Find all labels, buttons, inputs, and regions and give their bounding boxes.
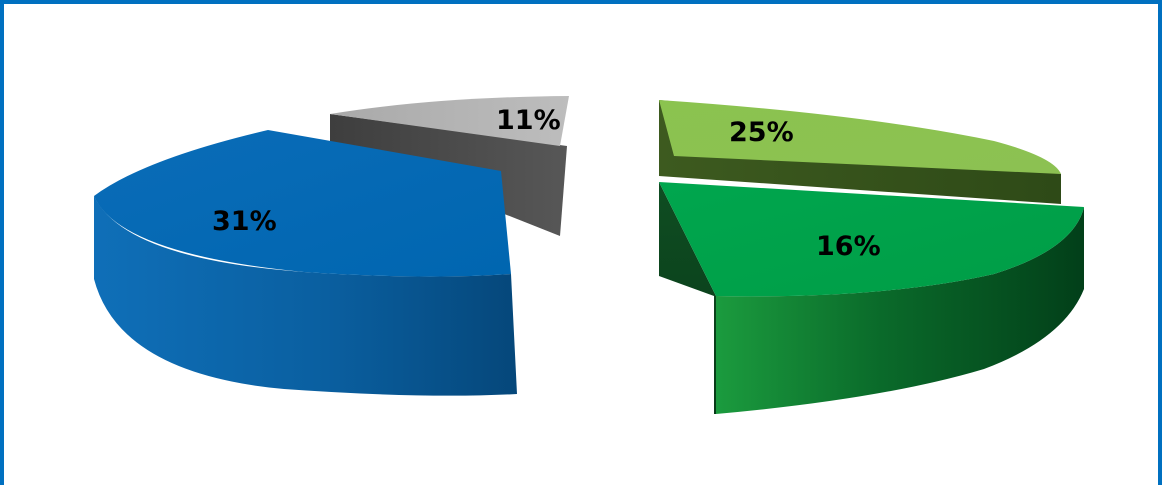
slice-label-11: 11% — [496, 105, 561, 136]
slice-label-25: 25% — [729, 117, 794, 148]
pie-slice-25 — [659, 100, 1061, 204]
slice-11-top — [330, 96, 569, 146]
slice-16-side — [716, 207, 1084, 414]
slice-25-top — [659, 100, 1061, 174]
slice-label-16: 16% — [816, 231, 881, 262]
slice-31-side — [94, 196, 517, 396]
slice-label-31: 31% — [212, 206, 277, 237]
pie-chart: 11% 31% 25% 16% — [94, 96, 1084, 414]
pie-slice-31 — [94, 130, 517, 396]
slice-31-top — [94, 130, 511, 277]
slice-16-top — [659, 182, 1084, 297]
slice-16-inner-wall — [659, 182, 716, 414]
pie-slice-16 — [659, 182, 1084, 414]
